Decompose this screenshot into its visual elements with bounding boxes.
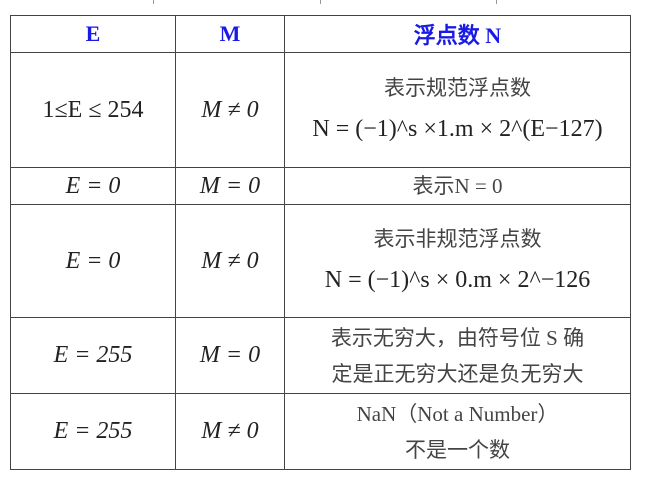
table-row: 1≤E ≤ 254 M ≠ 0 表示规范浮点数 N = (−1)^s ×1.m …: [10, 52, 631, 168]
scroll-artifact: [496, 0, 497, 4]
formula: N = (−1)^s ×1.m × 2^(E−127): [312, 115, 603, 142]
cell-n: 表示N = 0: [284, 167, 631, 205]
cell-m: M ≠ 0: [175, 204, 285, 318]
description-line-1: 表示无穷大，由符号位 S 确: [330, 325, 585, 350]
float-encoding-table: E M 浮点数 N 1≤E ≤ 254 M ≠ 0 表示规范浮点数 N = (−…: [10, 15, 631, 470]
cell-n: 表示规范浮点数 N = (−1)^s ×1.m × 2^(E−127): [284, 52, 631, 168]
cell-n: 表示无穷大，由符号位 S 确 定是正无穷大还是负无穷大: [284, 317, 631, 394]
description-line-1: NaN（Not a Number）: [356, 401, 559, 426]
cell-m: M = 0: [175, 317, 285, 394]
cell-m: M = 0: [175, 167, 285, 205]
formula: N = (−1)^s × 0.m × 2^−126: [324, 266, 591, 293]
cell-e: 1≤E ≤ 254: [10, 52, 176, 168]
table-row: E = 0 M = 0 表示N = 0: [10, 167, 631, 205]
cell-m: M ≠ 0: [175, 52, 285, 168]
header-e: E: [10, 15, 176, 53]
description: 表示非规范浮点数: [373, 226, 542, 251]
table-row: E = 0 M ≠ 0 表示非规范浮点数 N = (−1)^s × 0.m × …: [10, 204, 631, 318]
cell-m: M ≠ 0: [175, 393, 285, 470]
scroll-artifact: [153, 0, 154, 4]
cell-e: E = 255: [10, 317, 176, 394]
description-line-2: 定是正无穷大还是负无穷大: [331, 361, 584, 386]
cell-e: E = 255: [10, 393, 176, 470]
header-row: E M 浮点数 N: [10, 15, 631, 53]
description: 表示规范浮点数: [384, 75, 531, 100]
table-row: E = 255 M ≠ 0 NaN（Not a Number） 不是一个数: [10, 393, 631, 470]
description-line-2: 不是一个数: [405, 437, 510, 462]
header-n: 浮点数 N: [284, 15, 631, 53]
header-m: M: [175, 15, 285, 53]
cell-e: E = 0: [10, 204, 176, 318]
table-row: E = 255 M = 0 表示无穷大，由符号位 S 确 定是正无穷大还是负无穷…: [10, 317, 631, 394]
cell-n: 表示非规范浮点数 N = (−1)^s × 0.m × 2^−126: [284, 204, 631, 318]
cell-n: NaN（Not a Number） 不是一个数: [284, 393, 631, 470]
scroll-artifact: [320, 0, 321, 4]
cell-e: E = 0: [10, 167, 176, 205]
